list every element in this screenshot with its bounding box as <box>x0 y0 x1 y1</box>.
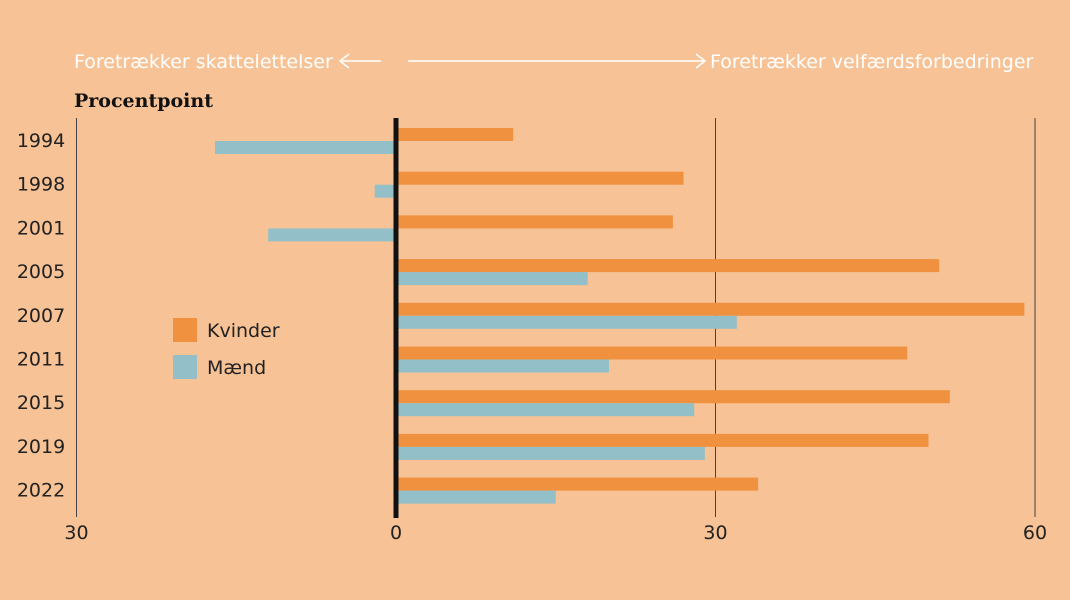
category-label-2001: 2001 <box>17 217 65 239</box>
category-label-2022: 2022 <box>17 480 65 502</box>
bar-kvinder-2007 <box>396 302 1025 316</box>
bar-maend-1994 <box>214 141 396 154</box>
bar-kvinder-2005 <box>396 259 940 273</box>
x-tick-label-1: 0 <box>390 522 402 544</box>
bar-maend-2001 <box>268 228 396 242</box>
bar-maend-2007 <box>396 315 737 329</box>
bar-maend-2019 <box>396 446 705 460</box>
bar-kvinder-2015 <box>396 390 950 404</box>
bar-maend-2005 <box>396 272 588 286</box>
arrow-right-head <box>695 53 707 69</box>
legend-swatch-maend <box>173 355 197 379</box>
category-label-2005: 2005 <box>17 261 65 283</box>
bar-kvinder-2022 <box>396 477 759 491</box>
category-label-2015: 2015 <box>17 392 65 414</box>
unit-label: Procentpoint <box>74 90 213 112</box>
category-label-2007: 2007 <box>17 305 65 327</box>
x-tick-label-3: 60 <box>1023 522 1047 544</box>
category-label-1994: 1994 <box>17 130 65 152</box>
legend-label-maend: Mænd <box>207 357 266 379</box>
bar-maend-1998 <box>374 184 396 198</box>
bar-kvinder-2011 <box>396 346 908 360</box>
bar-maend-2022 <box>396 490 556 504</box>
direction-label-left: Foretrækker skattelettelser <box>74 51 333 73</box>
legend-label-kvinder: Kvinder <box>207 320 280 342</box>
category-labels: 1994 1998 2001 2005 2007 2011 2015 2019 2022 <box>17 130 65 502</box>
legend: Kvinder Mænd <box>173 318 280 379</box>
category-label-1998: 1998 <box>17 174 65 196</box>
bar-kvinder-2001 <box>396 215 673 229</box>
bar-kvinder-1998 <box>396 171 684 185</box>
bar-kvinder-1994 <box>396 128 514 141</box>
bar-maend-2015 <box>396 403 695 417</box>
legend-swatch-kvinder <box>173 318 197 342</box>
direction-label-right: Foretrækker velfærdsforbedringer <box>710 51 1034 73</box>
category-label-2019: 2019 <box>17 436 65 458</box>
bars <box>214 128 1025 504</box>
bar-maend-2011 <box>396 359 609 373</box>
x-tick-label-0: 30 <box>64 522 88 544</box>
bar-kvinder-2019 <box>396 433 929 447</box>
x-tick-label-2: 30 <box>703 522 727 544</box>
x-tick-labels: 30 0 30 60 <box>64 522 1047 544</box>
arrow-left-head <box>338 53 350 69</box>
category-label-2011: 2011 <box>17 349 65 371</box>
direction-indicator: Foretrækker skattelettelser Foretrækker … <box>74 51 1034 73</box>
